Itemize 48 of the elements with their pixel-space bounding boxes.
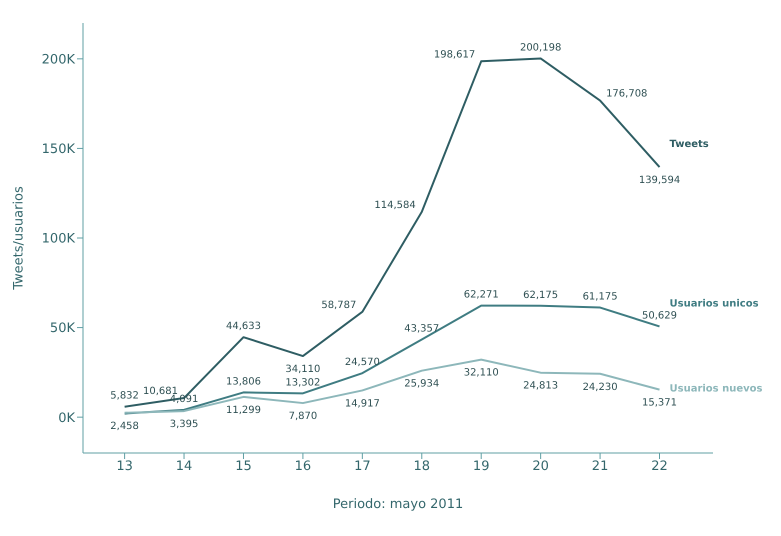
x-tick-label: 22 bbox=[651, 459, 668, 474]
series-label: Usuarios unicos bbox=[670, 298, 759, 310]
data-label: 61,175 bbox=[582, 292, 618, 303]
x-tick-label: 21 bbox=[592, 459, 608, 474]
data-label: 44,633 bbox=[226, 321, 261, 332]
x-tick-label: 13 bbox=[116, 459, 133, 474]
data-label: 7,870 bbox=[288, 411, 318, 422]
data-label: 25,934 bbox=[404, 378, 440, 390]
data-label: 50,629 bbox=[642, 310, 678, 322]
data-label: 24,813 bbox=[523, 380, 558, 392]
x-tick-label: 19 bbox=[472, 459, 490, 474]
data-label: 200,198 bbox=[520, 42, 562, 54]
data-label: 34,110 bbox=[285, 364, 320, 376]
data-label: 176,708 bbox=[606, 88, 648, 100]
x-tick-label: 14 bbox=[176, 459, 192, 474]
series-label: Tweets bbox=[670, 139, 709, 150]
data-label: 5,832 bbox=[110, 390, 139, 402]
x-tick-label: 20 bbox=[532, 459, 549, 474]
data-label: 3,395 bbox=[170, 419, 198, 430]
y-tick-label: 0K bbox=[58, 410, 76, 426]
y-tick-label: 100K bbox=[42, 232, 76, 247]
x-tick-label: 17 bbox=[354, 459, 371, 474]
data-label: 43,357 bbox=[404, 323, 440, 334]
x-tick-label: 15 bbox=[235, 459, 252, 474]
data-label: 15,371 bbox=[642, 398, 678, 409]
x-tick-label: 16 bbox=[294, 459, 312, 474]
data-label: 198,617 bbox=[434, 49, 476, 60]
y-tick-label: 150K bbox=[42, 142, 76, 158]
data-label: 114,584 bbox=[374, 200, 416, 211]
y-tick-label: 200K bbox=[42, 52, 76, 68]
x-axis-title: Periodo: mayo 2011 bbox=[332, 497, 464, 512]
data-label: 32,110 bbox=[464, 368, 499, 379]
data-label: 4,091 bbox=[170, 394, 198, 405]
data-label: 58,787 bbox=[321, 300, 356, 311]
data-label: 139,594 bbox=[638, 175, 680, 186]
y-axis-title: Tweets/usuarios bbox=[12, 186, 27, 291]
data-label: 24,570 bbox=[344, 357, 380, 368]
data-label: 13,806 bbox=[226, 376, 261, 388]
data-label: 13,302 bbox=[285, 377, 320, 388]
x-tick-label: 18 bbox=[414, 459, 430, 474]
data-label: 24,230 bbox=[582, 382, 618, 393]
data-label: 2,458 bbox=[110, 420, 139, 432]
y-tick-label: 50K bbox=[50, 321, 76, 336]
data-label: 62,271 bbox=[464, 290, 499, 301]
data-label: 11,299 bbox=[226, 404, 261, 416]
series-label: Usuarios nuevos bbox=[670, 384, 763, 395]
data-label: 62,175 bbox=[523, 290, 558, 301]
data-label: 14,917 bbox=[344, 398, 380, 410]
